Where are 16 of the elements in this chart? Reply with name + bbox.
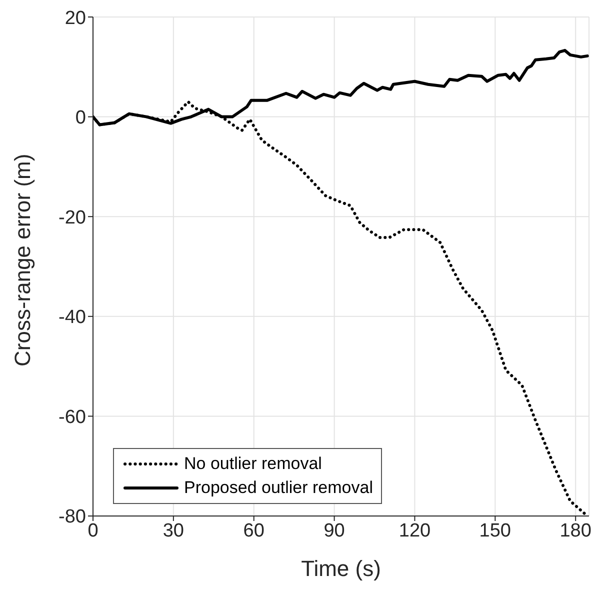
y-tick-label: -20 — [58, 207, 86, 228]
legend-label: Proposed outlier removal — [184, 477, 373, 499]
legend-label: No outlier removal — [184, 453, 322, 475]
x-axis-title: Time (s) — [301, 556, 381, 581]
y-tick-label: 0 — [75, 108, 86, 129]
x-tick-label: 90 — [324, 520, 345, 542]
x-tick-label: 180 — [560, 520, 592, 542]
x-tick-label: 60 — [243, 520, 264, 542]
x-tick-label: 120 — [398, 520, 431, 542]
y-tick-label: -40 — [58, 307, 86, 328]
y-tick-label: 20 — [64, 8, 86, 29]
y-tick-label: -60 — [58, 406, 86, 428]
y-tick-label: -80 — [58, 506, 86, 528]
x-tick-label: 30 — [162, 520, 184, 542]
y-axis-title: Cross-range error (m) — [10, 154, 35, 366]
x-tick-label: 150 — [479, 520, 512, 542]
